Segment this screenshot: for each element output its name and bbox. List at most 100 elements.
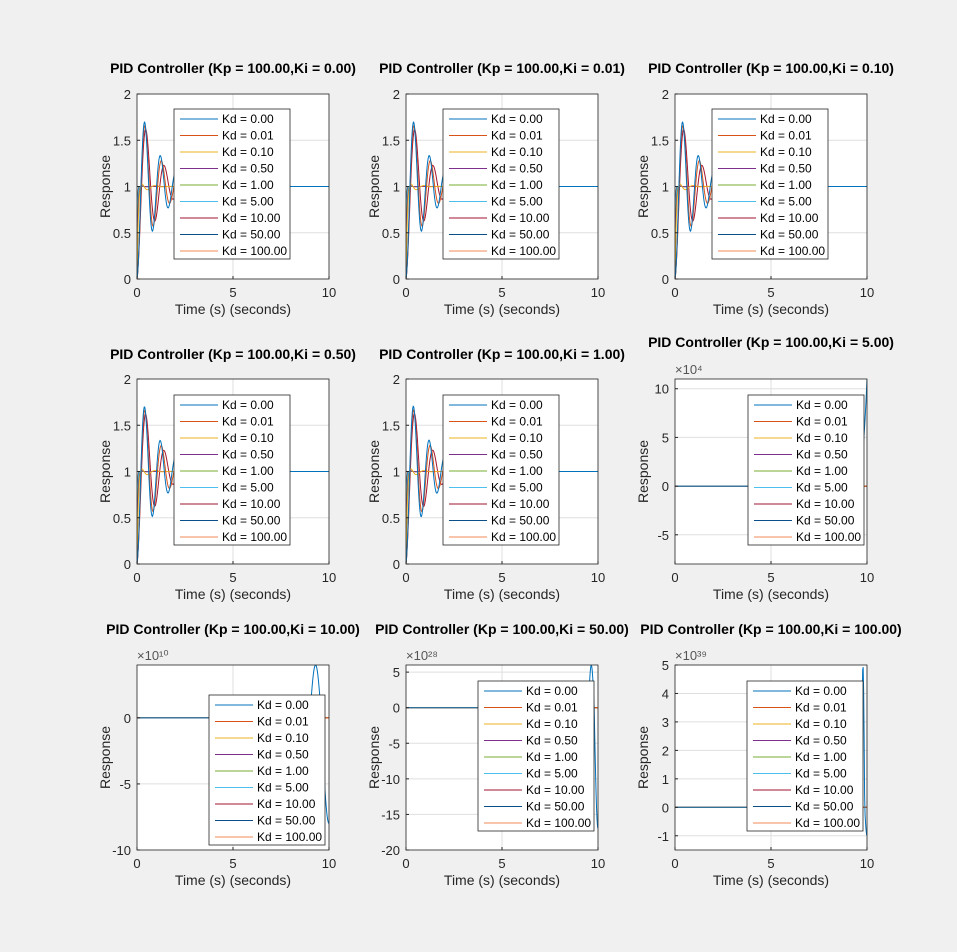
x-tick-label: 5 xyxy=(229,285,236,300)
y-tick-label: 1 xyxy=(393,180,400,195)
x-tick-label: 5 xyxy=(229,856,236,871)
legend-entry: Kd = 1.00 xyxy=(796,464,848,478)
x-tick-label: 0 xyxy=(402,570,409,585)
legend-entry: Kd = 0.10 xyxy=(526,717,578,731)
legend-entry: Kd = 0.00 xyxy=(526,684,578,698)
y-tick-label: 2 xyxy=(662,87,669,102)
legend: Kd = 0.00 Kd = 0.01 Kd = 0.10 Kd = 0.50 Kd =… xyxy=(747,394,865,546)
legend-entry: Kd = 0.10 xyxy=(222,431,274,445)
legend-entry: Kd = 0.10 xyxy=(491,145,543,159)
subplot-1: 0 5 10 0 0.5 1 1.5 2 Time (s) (seconds) Response P… xyxy=(97,60,356,317)
legend-entry: Kd = 0.10 xyxy=(222,145,274,159)
legend-entry: Kd = 100.00 xyxy=(760,244,825,258)
x-tick-label: 5 xyxy=(498,570,505,585)
legend-entry: Kd = 1.00 xyxy=(491,464,543,478)
legend: Kd = 0.00 Kd = 0.01 Kd = 0.10 Kd = 0.50 Kd =… xyxy=(442,394,560,546)
legend-entry: Kd = 0.50 xyxy=(491,448,543,462)
legend-entry: Kd = 10.00 xyxy=(222,497,281,511)
x-axis-label: Time (s) (seconds) xyxy=(175,872,291,888)
y-tick-label: 1.5 xyxy=(113,133,131,148)
legend: Kd = 0.00 Kd = 0.01 Kd = 0.10 Kd = 0.50 Kd =… xyxy=(746,680,864,832)
y-axis-label: Response xyxy=(366,726,382,789)
y-tick-label: 2 xyxy=(124,87,131,102)
x-axis-label: Time (s) (seconds) xyxy=(713,586,829,602)
legend-entry: Kd = 5.00 xyxy=(526,767,578,781)
y-tick-label: 0 xyxy=(662,479,669,494)
chart-title: PID Controller (Kp = 100.00,Ki = 10.00) xyxy=(106,621,360,637)
legend: Kd = 0.00 Kd = 0.01 Kd = 0.10 Kd = 0.50 Kd =… xyxy=(711,108,829,260)
legend-entry: Kd = 10.00 xyxy=(257,797,316,811)
chart-title: PID Controller (Kp = 100.00,Ki = 0.00) xyxy=(110,60,356,76)
subplot-3: 0 5 10 0 0.5 1 1.5 2 Time (s) (seconds) Response P… xyxy=(635,60,894,317)
legend-entry: Kd = 100.00 xyxy=(222,244,287,258)
legend-entry: Kd = 0.50 xyxy=(526,734,578,748)
y-tick-label: 5 xyxy=(662,430,669,445)
legend-entry: Kd = 100.00 xyxy=(491,530,556,544)
subplot-6: 0 5 10 -5 0 5 10 Time (s) (seconds) Response ×10⁴… xyxy=(635,334,894,602)
legend-entry: Kd = 0.00 xyxy=(491,398,543,412)
chart-title: PID Controller (Kp = 100.00,Ki = 50.00) xyxy=(375,621,629,637)
y-axis-label: Response xyxy=(366,440,382,503)
legend-entry: Kd = 5.00 xyxy=(491,481,543,495)
legend-entry: Kd = 1.00 xyxy=(222,178,274,192)
y-tick-label: 0 xyxy=(124,557,131,572)
exponent-label: ×10³⁹ xyxy=(675,648,707,663)
legend-entry: Kd = 5.00 xyxy=(760,195,812,209)
x-tick-label: 0 xyxy=(671,856,678,871)
y-tick-label: 5 xyxy=(393,665,400,680)
exponent-label: ×10²⁸ xyxy=(406,648,438,663)
legend-entry: Kd = 50.00 xyxy=(491,514,550,528)
legend-entry: Kd = 50.00 xyxy=(760,228,819,242)
x-tick-label: 0 xyxy=(402,856,409,871)
x-axis-label: Time (s) (seconds) xyxy=(444,301,560,317)
subplot-5: 0 5 10 0 0.5 1 1.5 2 Time (s) (seconds) Response P… xyxy=(366,346,625,602)
y-tick-label: 0.5 xyxy=(651,226,669,241)
legend-entry: Kd = 0.50 xyxy=(257,748,309,762)
legend-entry: Kd = 0.10 xyxy=(760,145,812,159)
chart-title: PID Controller (Kp = 100.00,Ki = 1.00) xyxy=(379,346,625,362)
y-tick-label: 4 xyxy=(662,686,669,701)
legend-entry: Kd = 5.00 xyxy=(795,767,847,781)
legend: Kd = 0.00 Kd = 0.01 Kd = 0.10 Kd = 0.50 Kd =… xyxy=(477,680,595,832)
chart-title: PID Controller (Kp = 100.00,Ki = 0.50) xyxy=(110,346,356,362)
y-tick-label: 2 xyxy=(393,87,400,102)
legend-entry: Kd = 5.00 xyxy=(222,481,274,495)
chart-title: PID Controller (Kp = 100.00,Ki = 0.01) xyxy=(379,60,625,76)
legend-entry: Kd = 50.00 xyxy=(526,800,585,814)
y-tick-label: -1 xyxy=(657,829,669,844)
y-tick-label: 0 xyxy=(393,272,400,287)
legend-entry: Kd = 10.00 xyxy=(796,497,855,511)
y-tick-label: 0 xyxy=(662,800,669,815)
x-tick-label: 0 xyxy=(133,285,140,300)
legend-entry: Kd = 50.00 xyxy=(796,514,855,528)
y-tick-label: -5 xyxy=(119,777,131,792)
x-tick-label: 5 xyxy=(767,856,774,871)
legend-entry: Kd = 0.00 xyxy=(796,398,848,412)
y-tick-label: -20 xyxy=(381,843,400,858)
legend-entry: Kd = 1.00 xyxy=(795,750,847,764)
legend-entry: Kd = 0.50 xyxy=(222,162,274,176)
legend-entry: Kd = 1.00 xyxy=(526,750,578,764)
exponent-label: ×10¹⁰ xyxy=(137,648,169,663)
legend-entry: Kd = 0.00 xyxy=(222,112,274,126)
y-axis-label: Response xyxy=(635,440,651,503)
legend-entry: Kd = 0.50 xyxy=(795,734,847,748)
legend-entry: Kd = 0.00 xyxy=(257,698,309,712)
x-tick-label: 0 xyxy=(133,856,140,871)
y-tick-label: 0.5 xyxy=(382,511,400,526)
legend-entry: Kd = 0.10 xyxy=(795,717,847,731)
x-tick-label: 0 xyxy=(133,570,140,585)
x-tick-label: 10 xyxy=(591,285,605,300)
subplot-4: 0 5 10 0 0.5 1 1.5 2 Time (s) (seconds) Response P… xyxy=(97,346,356,602)
x-axis-label: Time (s) (seconds) xyxy=(713,872,829,888)
y-tick-label: 0.5 xyxy=(382,226,400,241)
legend-entry: Kd = 0.00 xyxy=(760,112,812,126)
y-tick-label: 0 xyxy=(393,557,400,572)
legend-entry: Kd = 0.01 xyxy=(795,701,847,715)
y-tick-label: 2 xyxy=(662,743,669,758)
y-tick-label: 0.5 xyxy=(113,511,131,526)
legend-entry: Kd = 10.00 xyxy=(760,211,819,225)
legend-entry: Kd = 0.01 xyxy=(760,129,812,143)
legend-entry: Kd = 0.01 xyxy=(257,715,309,729)
